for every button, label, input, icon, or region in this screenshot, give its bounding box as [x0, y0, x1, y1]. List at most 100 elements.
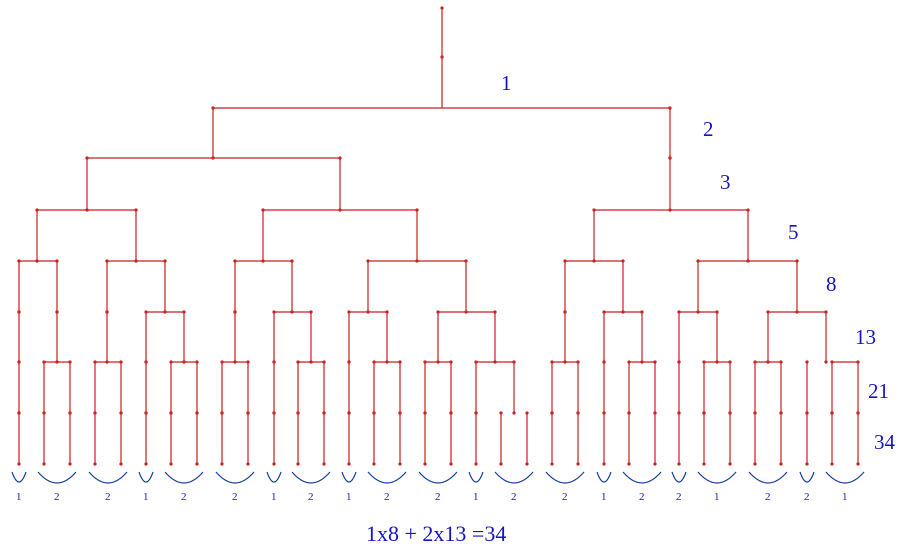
tree-node [550, 462, 554, 466]
tree-node [677, 462, 681, 466]
tree-node [144, 310, 148, 314]
leaf-group-size: 2 [232, 491, 238, 503]
tree-node [322, 360, 326, 364]
tree-node [592, 259, 596, 263]
tree-node [464, 259, 468, 263]
tree-node [338, 156, 342, 160]
leaf-group-arc [748, 471, 788, 484]
tree-node [702, 360, 706, 364]
tree-node [309, 360, 313, 364]
tree-node [93, 360, 97, 364]
tree-node [499, 411, 503, 415]
tree-node [93, 462, 97, 466]
tree-node [621, 310, 625, 314]
tree-node [211, 106, 215, 110]
tree-node [105, 360, 109, 364]
tree-node [830, 360, 834, 364]
tree-node [550, 411, 554, 415]
tree-node [550, 360, 554, 364]
leaf-group-size: 2 [435, 491, 441, 503]
leaf-group-size: 1 [714, 491, 720, 503]
tree-node [372, 360, 376, 364]
tree-node [525, 411, 529, 415]
tree-node [805, 411, 809, 415]
tree-node [220, 411, 224, 415]
tree-node [715, 310, 719, 314]
tree-node [17, 310, 21, 314]
tree-node [640, 310, 644, 314]
tree-node [668, 208, 672, 212]
leaf-group-arc [671, 471, 687, 483]
tree-node [436, 360, 440, 364]
tree-node [385, 360, 389, 364]
level-label-5: 8 [826, 272, 837, 296]
leaf-group-arc [494, 471, 534, 484]
leaf-group-size: 1 [143, 491, 149, 503]
level-label-3: 3 [720, 170, 731, 194]
leaf-group-size: 2 [54, 491, 60, 503]
tree-node [119, 462, 123, 466]
leaf-group-arc [11, 471, 27, 483]
leaf-group-size: 2 [765, 491, 771, 503]
tree-node [449, 411, 453, 415]
tree-node [653, 462, 657, 466]
tree-node [423, 411, 427, 415]
leaf-group-arc [164, 471, 204, 484]
tree-node [830, 411, 834, 415]
tree-node [702, 411, 706, 415]
tree-node [322, 462, 326, 466]
leaf-group-arc [697, 471, 737, 484]
level-label-1: 1 [501, 71, 512, 95]
tree-node [512, 411, 516, 415]
tree-node [398, 462, 402, 466]
tree-node [366, 310, 370, 314]
tree-node [525, 462, 529, 466]
tree-node [105, 259, 109, 263]
leaf-group-arc [215, 471, 255, 484]
tree-node [182, 360, 186, 364]
tree-node [182, 310, 186, 314]
tree-node [55, 259, 59, 263]
tree-node [576, 411, 580, 415]
tree-node [169, 411, 173, 415]
tree-node [290, 310, 294, 314]
tree-node [261, 208, 265, 212]
leaf-group-size: 2 [384, 491, 390, 503]
tree-node [17, 411, 21, 415]
tree-node [440, 55, 444, 59]
leaf-group-size: 2 [181, 491, 187, 503]
tree-node [85, 208, 89, 212]
leaf-group-size: 2 [511, 491, 517, 503]
tree-node [464, 310, 468, 314]
tree-node [366, 259, 370, 263]
tree-node [677, 310, 681, 314]
leaf-group-arc [341, 471, 357, 483]
leaf-group-arc [367, 471, 407, 484]
tree-node [795, 310, 799, 314]
tree-node [134, 259, 138, 263]
tree-node [415, 208, 419, 212]
tree-node [169, 462, 173, 466]
tree-node [493, 360, 497, 364]
tree-node [93, 411, 97, 415]
tree-node [474, 462, 478, 466]
leaf-group-size: 1 [346, 491, 352, 503]
tree-node [728, 360, 732, 364]
tree-node [715, 360, 719, 364]
tree-node [296, 462, 300, 466]
tree-node [621, 259, 625, 263]
tree-node [195, 411, 199, 415]
tree-node [746, 259, 750, 263]
tree-node [779, 462, 783, 466]
tree-node [423, 462, 427, 466]
tree-node [640, 360, 644, 364]
tree-node [602, 411, 606, 415]
leaf-group-arc [418, 471, 458, 484]
tree-node [856, 411, 860, 415]
tree-node [449, 462, 453, 466]
tree-node [474, 360, 478, 364]
tree-node [766, 310, 770, 314]
leaf-group-size: 2 [308, 491, 314, 503]
